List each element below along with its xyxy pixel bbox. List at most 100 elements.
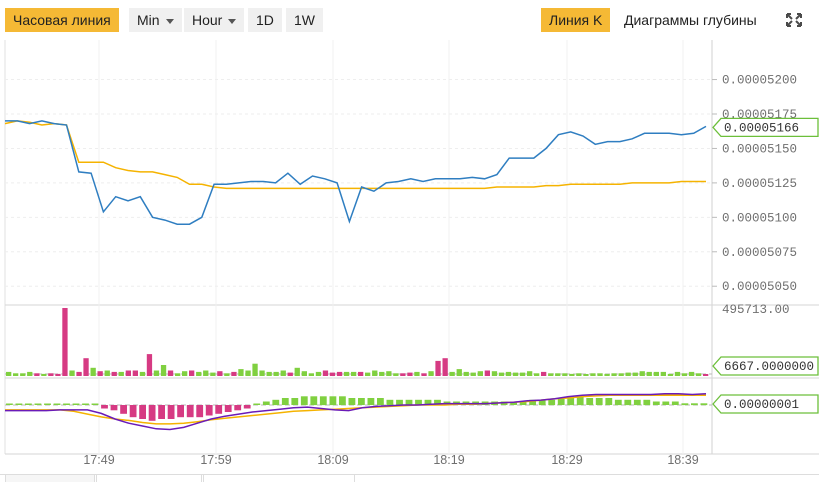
macd-histogram-bar xyxy=(643,399,651,406)
volume-bar xyxy=(97,371,103,376)
volume-bar xyxy=(653,371,659,376)
macd-histogram-bar xyxy=(253,403,261,405)
volume-bar xyxy=(259,370,265,376)
price-y-tick-label: 0.00005150 xyxy=(722,142,797,156)
macd-histogram-bar xyxy=(6,403,13,405)
volume-bar xyxy=(266,371,272,376)
macd-histogram-bar xyxy=(310,396,318,406)
chevron-down-icon xyxy=(165,18,174,24)
volume-bar xyxy=(69,370,75,376)
volume-bar xyxy=(41,373,47,376)
macd-histogram-bar xyxy=(415,399,422,406)
macd-histogram-bar xyxy=(139,405,146,419)
macd-histogram-bar xyxy=(691,403,698,406)
volume-bar xyxy=(62,308,68,376)
macd-histogram-bar xyxy=(377,398,384,405)
volume-bar xyxy=(597,373,603,376)
volume-max-label: 495713.00 xyxy=(722,303,790,317)
volume-bar xyxy=(646,371,652,376)
x-tick-label: 18:29 xyxy=(551,453,582,467)
volume-bar xyxy=(555,373,561,376)
macd-histogram-bar xyxy=(53,403,61,405)
volume-bar xyxy=(674,371,681,376)
price-y-tick-label: 0.00005200 xyxy=(722,74,797,88)
macd-histogram-bar xyxy=(424,399,432,406)
x-tick-label: 17:59 xyxy=(200,453,231,467)
volume-bar xyxy=(695,373,702,376)
volume-bar xyxy=(505,371,512,376)
macd-histogram-bar xyxy=(548,399,556,406)
chart-area[interactable]: 0.000052000.000051750.000051500.00005125… xyxy=(0,40,819,474)
volume-bar xyxy=(358,371,364,376)
x-tick-label: 18:19 xyxy=(433,453,464,467)
macd-histogram-bar xyxy=(700,403,708,406)
interval-min-dropdown[interactable]: Min xyxy=(129,8,182,32)
x-tick-label: 18:09 xyxy=(317,453,348,467)
x-tick-label: 18:39 xyxy=(667,453,698,467)
macd-histogram-bar xyxy=(538,399,546,406)
interval-1d-button[interactable]: 1D xyxy=(248,8,282,32)
volume-bar xyxy=(210,372,216,376)
macd-histogram-bar xyxy=(367,398,375,405)
volume-bar xyxy=(196,371,202,376)
volume-bar xyxy=(477,371,483,376)
volume-bar xyxy=(681,373,688,376)
macd-histogram-bar xyxy=(72,403,80,405)
depth-chart-button[interactable]: Диаграммы глубины xyxy=(624,12,757,28)
macd-histogram-bar xyxy=(567,396,575,406)
interval-min-label: Min xyxy=(137,12,160,28)
volume-bar xyxy=(484,370,490,376)
volume-bar xyxy=(435,360,441,376)
volume-bar xyxy=(245,370,251,376)
volume-bar xyxy=(160,365,167,376)
bottom-tab-1[interactable] xyxy=(5,475,95,482)
volume-bar xyxy=(315,371,322,376)
volume-bar xyxy=(456,369,462,376)
volume-bar xyxy=(604,373,610,376)
volume-bar xyxy=(611,373,617,376)
macd-histogram-bar xyxy=(586,398,594,405)
expand-icon[interactable] xyxy=(780,8,808,32)
volume-bar xyxy=(351,371,357,376)
volume-bar xyxy=(512,372,519,376)
volume-bar xyxy=(280,370,286,376)
bottom-tab-3[interactable] xyxy=(203,475,355,482)
volume-bar xyxy=(167,370,174,376)
volume-bar xyxy=(548,373,554,376)
volume-bar xyxy=(48,373,54,376)
macd-histogram-bar xyxy=(681,403,689,406)
macd-histogram-bar xyxy=(300,396,308,406)
volume-bar xyxy=(111,371,117,376)
volume-bar xyxy=(217,371,223,376)
interval-1w-button[interactable]: 1W xyxy=(286,8,323,32)
value-tags: 0.00005166 6667.0000000 0.00000001 xyxy=(712,117,819,414)
bottom-tab-2[interactable] xyxy=(96,475,202,482)
tab-hour-line[interactable]: Часовая линия xyxy=(5,8,119,32)
macd-histogram-bar xyxy=(15,403,23,405)
macd-histogram-bar xyxy=(386,399,394,406)
volume-bar xyxy=(238,369,244,376)
volume-bar xyxy=(491,371,498,376)
volume-bar xyxy=(393,373,399,376)
interval-hour-dropdown[interactable]: Hour xyxy=(184,8,245,32)
volume-bar xyxy=(365,372,371,376)
macd-histogram-bar xyxy=(624,399,632,406)
price-y-tick-label: 0.00005125 xyxy=(722,177,797,191)
chart-toolbar: Часовая линия Min Hour 1D 1W Линия K Диа… xyxy=(0,6,819,34)
macd-histogram-bar xyxy=(662,401,670,405)
volume-bar xyxy=(13,373,19,376)
volume-bar xyxy=(569,373,575,376)
k-line-button[interactable]: Линия K xyxy=(541,8,611,32)
volume-bar xyxy=(688,371,695,376)
macd-histogram-bar xyxy=(215,405,223,414)
macd-histogram-bar xyxy=(358,398,365,405)
volume-bar xyxy=(153,370,160,376)
volume-bar xyxy=(534,373,540,376)
macd-histogram-bar xyxy=(224,405,232,412)
volume-bar xyxy=(639,371,645,376)
volume-bar xyxy=(273,371,279,376)
macd-histogram-bar xyxy=(158,405,165,419)
macd-last-value-tag-frame xyxy=(712,394,819,414)
macd-histogram-bar xyxy=(605,398,613,405)
macd-histogram-bar xyxy=(234,405,242,411)
